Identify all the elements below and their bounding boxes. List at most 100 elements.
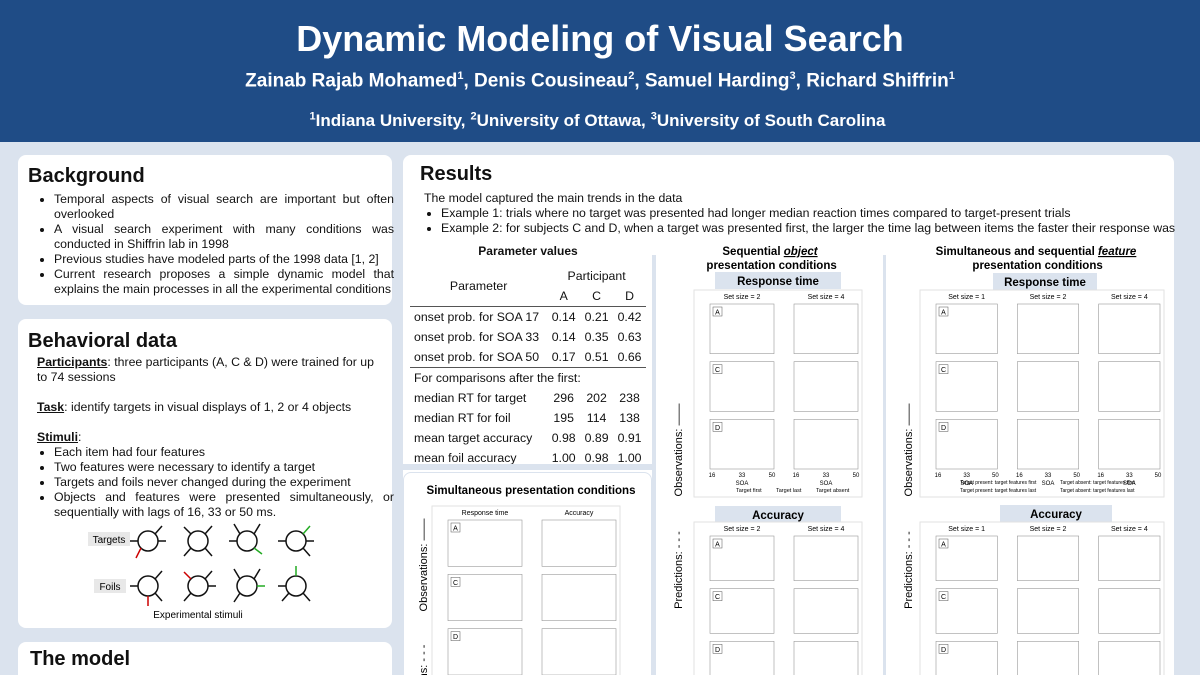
author-name: , Richard Shiffrin bbox=[795, 70, 949, 92]
subplot-frame bbox=[793, 588, 859, 634]
row: median RT for foil 195 114 138 bbox=[410, 408, 646, 428]
row-label: A bbox=[941, 310, 946, 317]
row-label: A bbox=[715, 542, 720, 549]
row-label: C bbox=[453, 580, 458, 587]
bullet: Two features were necessary to identify … bbox=[54, 460, 394, 475]
column-label: Set size = 2 bbox=[724, 526, 761, 533]
title-part: Simultaneous and sequential bbox=[936, 246, 1098, 258]
x-tick-label: 33 bbox=[963, 473, 970, 479]
intro: The model captured the main trends in th… bbox=[424, 191, 683, 205]
side-label: Observations: —— bbox=[673, 404, 685, 497]
plot-area bbox=[919, 289, 1165, 498]
row-box bbox=[938, 591, 949, 601]
side-label: Predictions: - - - bbox=[903, 531, 915, 609]
cell-value: 0.98 bbox=[551, 431, 576, 445]
x-tick-label: 33 bbox=[823, 473, 830, 479]
col-group: Participant bbox=[567, 269, 626, 283]
author-sup: 1 bbox=[457, 70, 464, 82]
sub-heading: Accuracy bbox=[752, 510, 804, 522]
row-label: D bbox=[715, 647, 720, 654]
bullet: Objects and features were presented simu… bbox=[54, 490, 394, 520]
subplot-frame bbox=[1017, 535, 1079, 581]
row-label: A bbox=[715, 310, 720, 317]
heading: The model bbox=[30, 648, 131, 670]
header-row: Parameter Participant bbox=[410, 266, 646, 293]
plot-area bbox=[431, 505, 621, 675]
stimuli-figure: Targets Foils Experimental stimuli bbox=[88, 523, 314, 621]
heading-box bbox=[1000, 505, 1112, 522]
side-label: Observations: —— bbox=[418, 519, 430, 612]
legend-entry: Target absent bbox=[816, 488, 850, 494]
column-label: Set size = 4 bbox=[1111, 294, 1148, 301]
authors: Zainab Rajab Mohamed1, Denis Cousineau2,… bbox=[0, 70, 1200, 92]
row-label: A bbox=[941, 542, 946, 549]
row-box bbox=[450, 631, 461, 641]
title-emph: feature bbox=[1098, 246, 1137, 258]
label: Participants bbox=[37, 355, 108, 369]
heading: Background bbox=[28, 165, 145, 187]
title-part: presentation conditions bbox=[703, 260, 837, 272]
plot-area bbox=[693, 289, 863, 498]
bullet: Example 1: trials where no target was pr… bbox=[441, 206, 1191, 221]
bullet: Temporal aspects of visual search are im… bbox=[54, 192, 394, 222]
col-header: A bbox=[559, 289, 568, 303]
row: onset prob. for SOA 33 0.14 0.35 0.63 bbox=[410, 327, 646, 347]
author-sup: 3 bbox=[789, 70, 796, 82]
subplot-frame bbox=[1017, 588, 1079, 634]
panel-title: Simultaneous and sequential feature pres… bbox=[936, 246, 1137, 272]
heading-box bbox=[715, 506, 841, 523]
subplot-frame bbox=[709, 588, 775, 634]
legend-entry: Target present: target features first bbox=[960, 480, 1037, 486]
label-box bbox=[94, 579, 126, 593]
affil-sup: 2 bbox=[470, 110, 477, 122]
cell-value: 0.14 bbox=[551, 330, 576, 344]
title: Dynamic Modeling of Visual Search bbox=[296, 18, 904, 59]
row: onset prob. for SOA 50 0.17 0.51 0.66 bbox=[410, 347, 646, 368]
caption: Experimental stimuli bbox=[153, 610, 242, 621]
heading: Behavioral data bbox=[28, 330, 177, 352]
affiliation: 2University of Ottawa, bbox=[470, 110, 646, 130]
row: mean target accuracy 0.98 0.89 0.91 bbox=[410, 428, 646, 448]
row-box bbox=[938, 644, 949, 654]
row-label: D bbox=[453, 634, 458, 641]
row: median RT for target 296 202 238 bbox=[410, 388, 646, 408]
column-label: Set size = 1 bbox=[948, 294, 985, 301]
subplot-frame bbox=[447, 628, 523, 675]
column-label: Set size = 2 bbox=[1030, 294, 1067, 301]
legend-entry: Target absent: target features last bbox=[1060, 488, 1135, 494]
column-label: Set size = 2 bbox=[1030, 526, 1067, 533]
legend-entry: Target last bbox=[776, 488, 802, 494]
cell-label: onset prob. for SOA 50 bbox=[414, 350, 540, 364]
subplot-frame bbox=[1098, 303, 1161, 354]
author-sup: 2 bbox=[628, 70, 635, 82]
subplot-frame bbox=[793, 535, 859, 581]
heading-box bbox=[715, 272, 841, 289]
header: Dynamic Modeling of Visual Search Zainab… bbox=[0, 0, 1200, 142]
title-emph: object bbox=[784, 246, 819, 258]
background-panel: Background Temporal aspects of visual se… bbox=[18, 155, 394, 305]
participants: Participants: three participants (A, C &… bbox=[37, 355, 377, 385]
subplot-frame bbox=[709, 535, 775, 581]
x-axis-label: SOA bbox=[960, 481, 973, 487]
subplot-frame bbox=[935, 303, 998, 354]
cell-value: 296 bbox=[553, 391, 574, 405]
subplot-frame bbox=[1098, 535, 1161, 581]
cell-label: mean target accuracy bbox=[414, 431, 533, 445]
cell-value: 0.63 bbox=[617, 330, 642, 344]
x-axis-label: SOA bbox=[820, 481, 833, 487]
col-header: Parameter bbox=[449, 279, 508, 293]
row-label: D bbox=[941, 647, 946, 654]
subplot-frame bbox=[709, 303, 775, 354]
title-part: Sequential bbox=[722, 246, 783, 258]
cell-value: 195 bbox=[553, 411, 574, 425]
cell-value: 0.42 bbox=[617, 310, 642, 324]
title-part: presentation conditions bbox=[969, 260, 1103, 272]
cell-value: 0.17 bbox=[551, 350, 576, 364]
sub-heading: Accuracy bbox=[1030, 509, 1082, 521]
heading: Results bbox=[420, 163, 493, 185]
bullet: A visual search experiment with many con… bbox=[54, 222, 394, 252]
side-label: Predictions: - - - bbox=[673, 531, 685, 609]
targets-label: Targets bbox=[93, 535, 126, 546]
label-box bbox=[88, 532, 130, 546]
